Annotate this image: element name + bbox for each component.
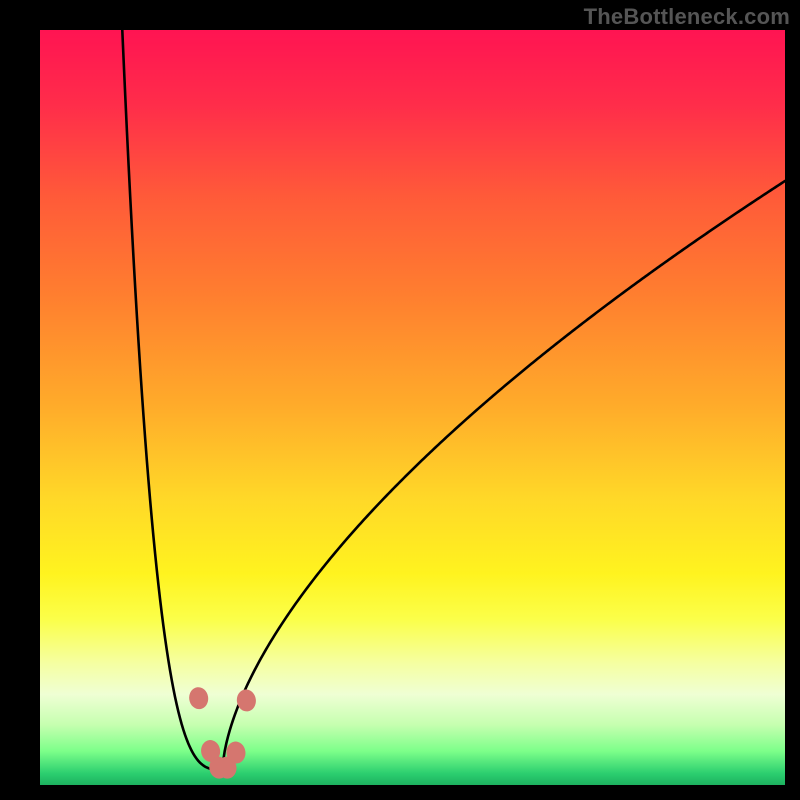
chart-container: TheBottleneck.com bbox=[0, 0, 800, 800]
bottleneck-curve-chart bbox=[0, 0, 800, 800]
plot-background-gradient bbox=[40, 30, 785, 785]
watermark-text: TheBottleneck.com bbox=[584, 4, 790, 30]
